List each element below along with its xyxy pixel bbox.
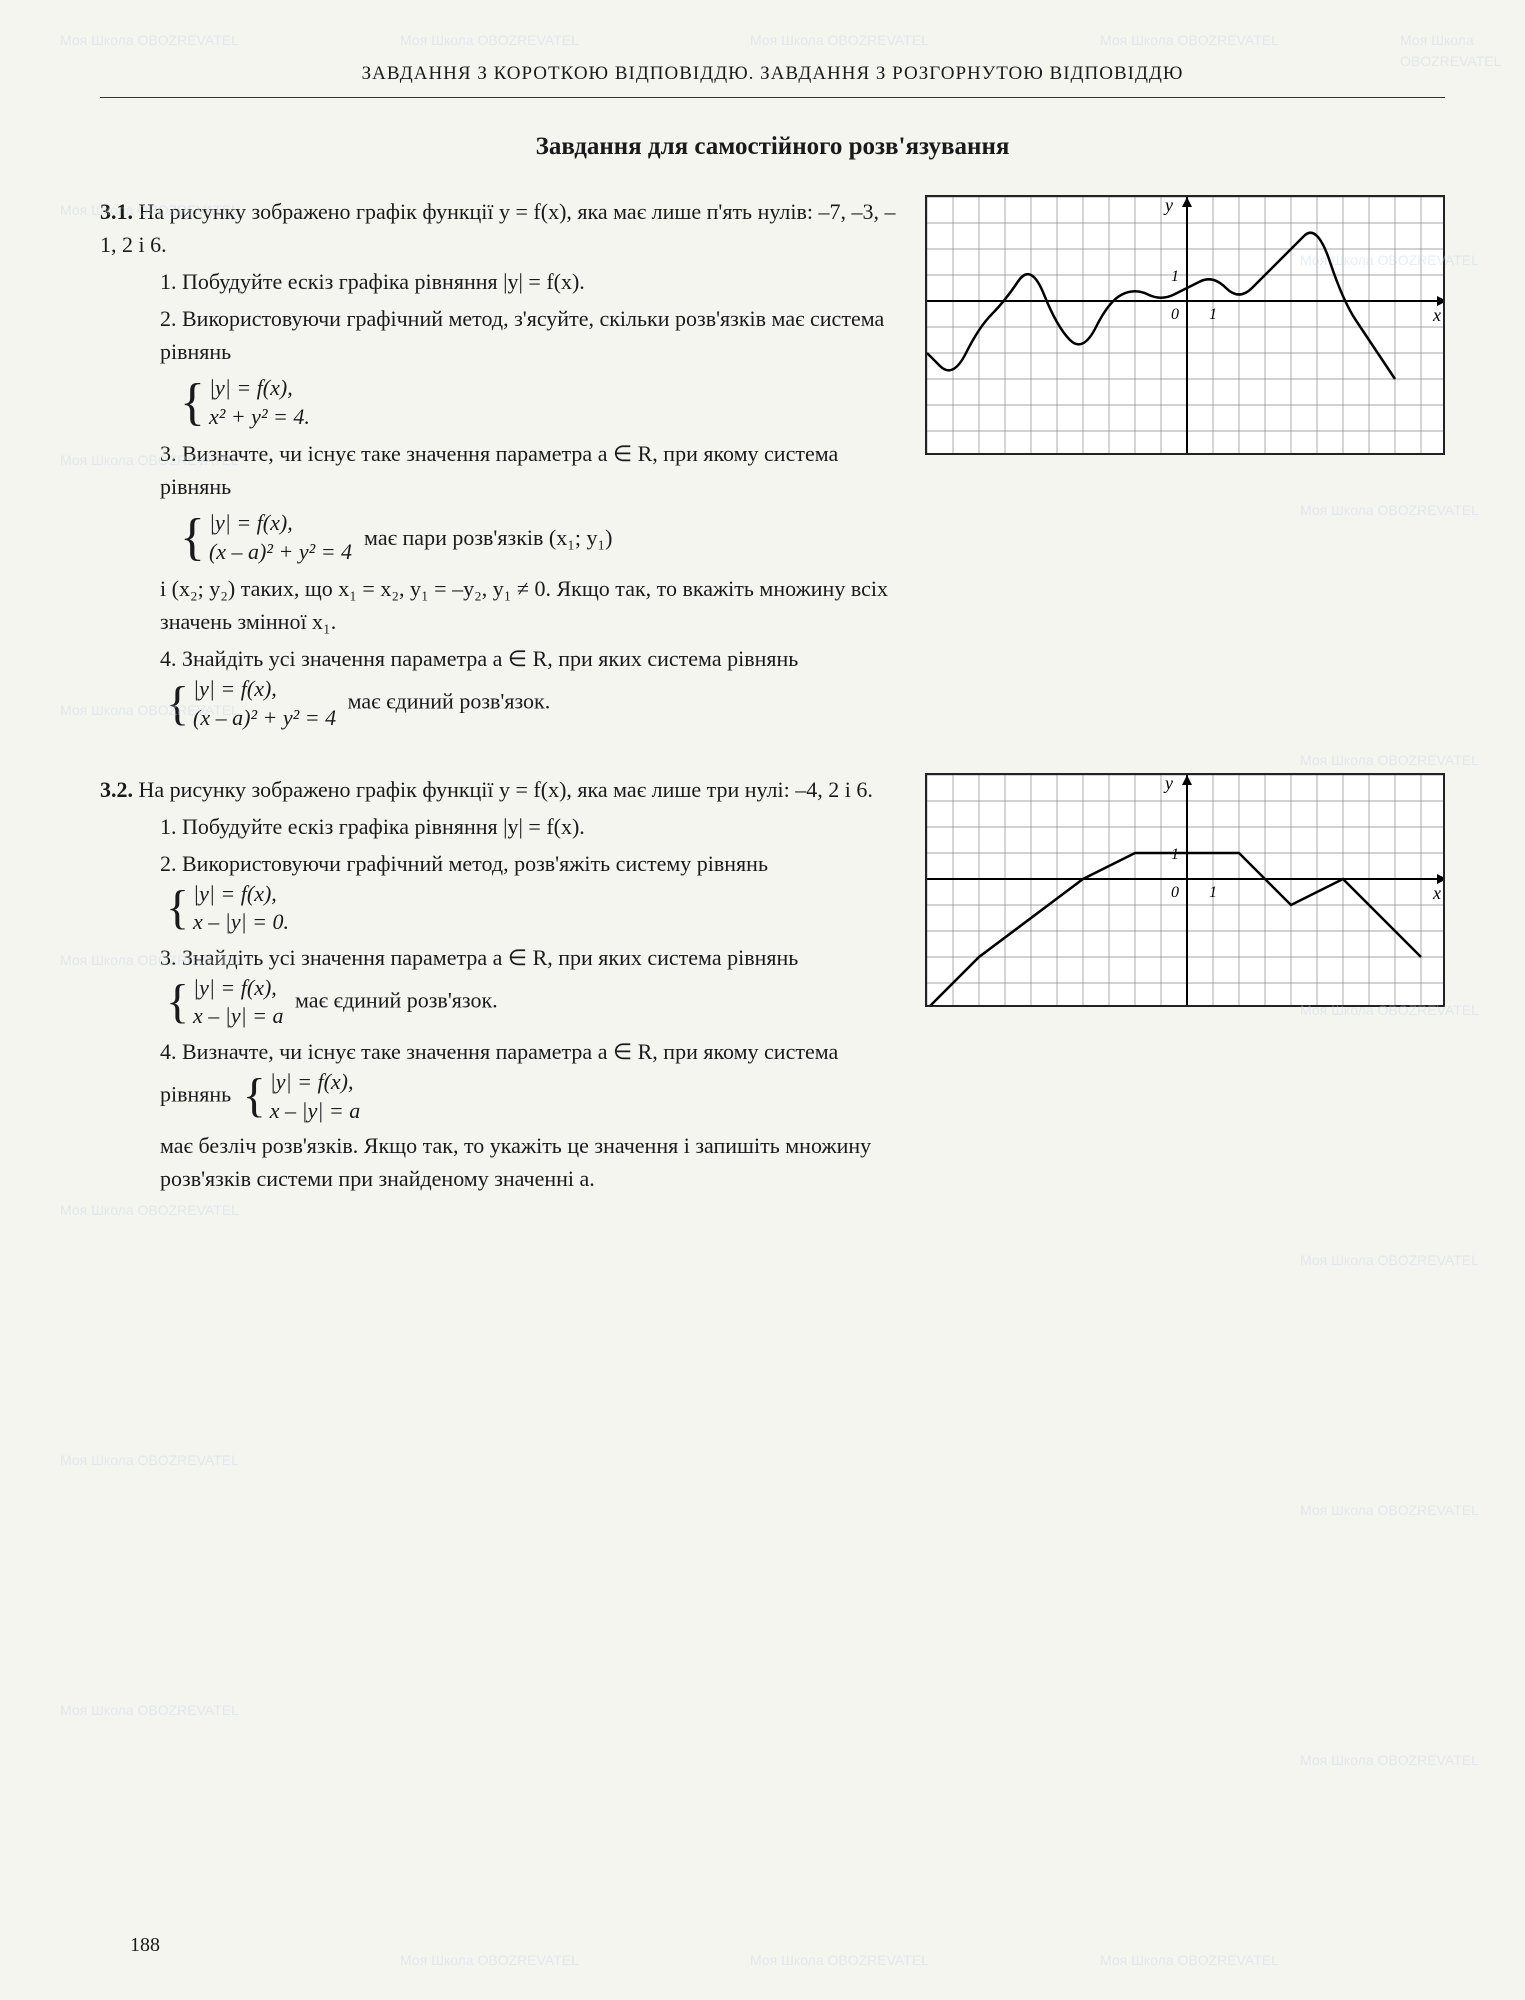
section-title: Завдання для самостійного розв'язування — [100, 128, 1445, 166]
item-3b: має єдиний розв'язок. — [295, 987, 498, 1012]
item-4a: 4. Знайдіть усі значення параметра a ∈ R… — [160, 646, 798, 671]
watermark: Моя Школа OBOZREVATEL — [1100, 1950, 1279, 1971]
system-eq: { |y| = f(x), (x – a)² + y² = 4 має пари… — [180, 509, 905, 566]
eq-line: |y| = f(x), — [270, 1068, 360, 1097]
svg-text:1: 1 — [1209, 306, 1217, 323]
eq-line: |y| = f(x), — [193, 974, 283, 1003]
item-3a: 3. Знайдіть усі значення параметра a ∈ R… — [160, 945, 798, 970]
watermark: Моя Школа OBOZREVATEL — [60, 1450, 239, 1471]
brace-icon: { — [166, 685, 189, 723]
watermark: Моя Школа OBOZREVATEL — [400, 30, 579, 51]
system-inline: { |y| = f(x), (x – a)² + y² = 4 — [166, 675, 336, 732]
item-4b: має єдиний розв'язок. — [348, 689, 551, 714]
watermark: Моя Школа OBOZREVATEL — [1300, 1500, 1479, 1521]
svg-text:0: 0 — [1171, 884, 1179, 901]
item-3: 3. Визначте, чи існує таке значення пара… — [160, 437, 905, 503]
watermark: Моя Школа OBOZREVATEL — [750, 30, 929, 51]
eq-line: (x – a)² + y² = 4 — [209, 538, 352, 567]
chart-1-container: y x 0 1 1 — [925, 195, 1445, 464]
brace-icon: { — [166, 889, 189, 927]
brace-icon: { — [180, 382, 205, 424]
item-4: 4. Визначте, чи існує таке значення пара… — [160, 1035, 905, 1125]
page-number: 188 — [130, 1930, 160, 1960]
svg-text:y: y — [1163, 773, 1173, 793]
svg-text:0: 0 — [1171, 306, 1179, 323]
watermark: Моя Школа OBOZREVATEL — [60, 1700, 239, 1721]
watermark: Моя Школа OBOZREVATEL — [400, 1950, 579, 1971]
page-header: ЗАВДАННЯ З КОРОТКОЮ ВІДПОВІДДЮ. ЗАВДАННЯ… — [100, 60, 1445, 98]
svg-text:x: x — [1432, 883, 1441, 903]
svg-text:x: x — [1432, 305, 1441, 325]
eq-line: |y| = f(x), — [209, 509, 352, 538]
chart-1: y x 0 1 1 — [925, 195, 1445, 455]
problem-intro: На рисунку зображено графік функції y = … — [100, 199, 896, 257]
system-inline: { |y| = f(x), x – |y| = 0. — [166, 880, 289, 937]
chart-2: y x 0 1 1 — [925, 773, 1445, 1007]
svg-text:1: 1 — [1171, 268, 1179, 285]
eq-line: |y| = f(x), — [209, 374, 310, 403]
brace-icon: { — [166, 983, 189, 1021]
problem-intro: На рисунку зображено графік функції y = … — [139, 777, 873, 802]
watermark: Моя Школа OBOZREVATEL — [1300, 750, 1479, 771]
eq-line: x – |y| = a — [270, 1097, 360, 1126]
watermark: Моя Школа OBOZREVATEL — [1300, 1750, 1479, 1771]
item-1: 1. Побудуйте ескіз графіка рівняння |y| … — [160, 265, 905, 298]
item-3c: і (x₂; y₂) таких, що x₁ = x₂, y₁ = –y₂, … — [160, 572, 905, 638]
svg-text:y: y — [1163, 195, 1173, 215]
item-3: 3. Знайдіть усі значення параметра a ∈ R… — [160, 941, 905, 1031]
brace-icon: { — [243, 1077, 266, 1115]
eq-line: x – |y| = 0. — [193, 908, 289, 937]
item-2a: 2. Використовуючи графічний метод, розв'… — [160, 851, 768, 876]
watermark: Моя Школа OBOZREVATEL — [60, 1200, 239, 1221]
brace-icon: { — [180, 517, 205, 559]
problem-label: 3.2. — [100, 777, 133, 802]
watermark: Моя Школа OBOZREVATEL — [1100, 30, 1279, 51]
eq-line: x² + y² = 4. — [209, 403, 310, 432]
eq-tail: має пари розв'язків (x₁; y₁) — [364, 521, 612, 554]
watermark: Моя Школа OBOZREVATEL — [1300, 1250, 1479, 1271]
chart-2-container: y x 0 1 1 — [925, 773, 1445, 1016]
eq-line: |y| = f(x), — [193, 675, 336, 704]
system-inline: { |y| = f(x), x – |y| = a — [243, 1068, 361, 1125]
svg-text:1: 1 — [1171, 846, 1179, 863]
item-2: 2. Використовуючи графічний метод, розв'… — [160, 847, 905, 937]
problem-label: 3.1. — [100, 199, 133, 224]
eq-line: |y| = f(x), — [193, 880, 289, 909]
item-4: 4. Знайдіть усі значення параметра a ∈ R… — [160, 642, 905, 732]
item-2: 2. Використовуючи графічний метод, з'ясу… — [160, 302, 905, 368]
eq-line: x – |y| = a — [193, 1002, 283, 1031]
system-eq: { |y| = f(x), x² + y² = 4. — [180, 374, 905, 431]
watermark: Моя Школа OBOZREVATEL — [60, 30, 239, 51]
item-1: 1. Побудуйте ескіз графіка рівняння |y| … — [160, 810, 905, 843]
item-4b: має безліч розв'язків. Якщо так, то укаж… — [160, 1129, 905, 1195]
problem-3-2: 3.2. На рисунку зображено графік функції… — [100, 773, 1445, 1196]
eq-line: (x – a)² + y² = 4 — [193, 704, 336, 733]
svg-text:1: 1 — [1209, 884, 1217, 901]
watermark: Моя Школа OBOZREVATEL — [750, 1950, 929, 1971]
problem-3-1: 3.1. На рисунку зображено графік функції… — [100, 195, 1445, 733]
system-inline: { |y| = f(x), x – |y| = a — [166, 974, 284, 1031]
